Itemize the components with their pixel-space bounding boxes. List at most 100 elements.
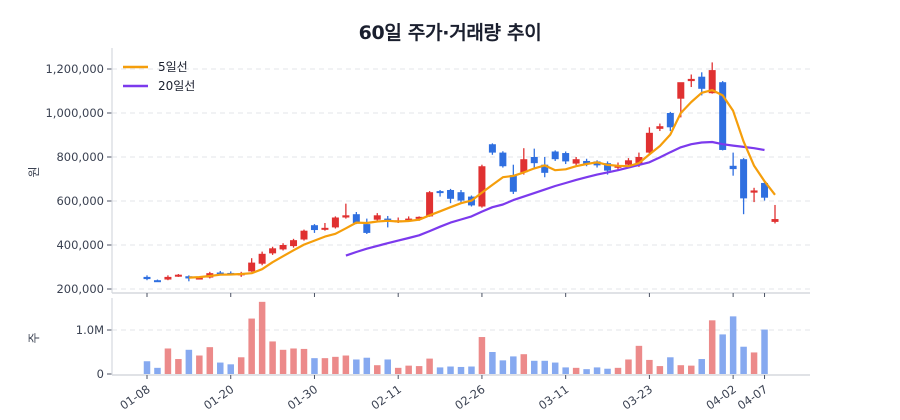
- volume-bar: [206, 347, 214, 374]
- candle-body: [384, 218, 392, 221]
- candle-body: [583, 160, 591, 165]
- price-ytick-label: 400,000: [56, 238, 104, 252]
- candle-body: [761, 182, 769, 198]
- volume-bar: [656, 366, 664, 374]
- candle-body: [666, 113, 674, 128]
- volume-bar: [405, 365, 412, 374]
- volume-bar: [719, 334, 726, 374]
- candle-body: [415, 216, 423, 219]
- volume-bar: [217, 362, 224, 374]
- volume-bar: [677, 365, 685, 374]
- candle-body: [269, 248, 277, 254]
- candle-body: [604, 163, 612, 171]
- volume-bar: [185, 349, 193, 374]
- volume-bar: [698, 359, 705, 374]
- candle-body: [771, 219, 779, 222]
- volume-bar: [290, 348, 297, 374]
- candle-body: [698, 76, 706, 89]
- x-tick-label: 02-11: [369, 382, 404, 413]
- candle-body: [457, 192, 465, 201]
- price-ytick-label: 1,000,000: [45, 106, 104, 120]
- volume-bar: [740, 346, 747, 374]
- volume-bar: [457, 366, 465, 374]
- volume-bar: [489, 352, 496, 374]
- volume-bar: [729, 316, 737, 374]
- volume-bar: [625, 359, 632, 374]
- x-tick-label: 04-02: [703, 382, 738, 413]
- candle-body: [363, 224, 371, 233]
- candle-body: [153, 280, 161, 283]
- volume-bar: [708, 320, 716, 374]
- x-tick-label: 01-08: [117, 382, 152, 413]
- candle-body: [195, 277, 203, 280]
- volume-ytick-label: 1.0M: [76, 323, 104, 337]
- volume-bar: [363, 357, 371, 374]
- volume-bar: [761, 329, 768, 374]
- volume-bar: [520, 354, 528, 374]
- volume-bar: [478, 337, 486, 374]
- candle-body: [687, 78, 695, 82]
- volume-ylabel: 주: [27, 332, 41, 343]
- candle-body: [635, 157, 643, 164]
- volume-bar: [541, 360, 548, 374]
- volume-bar: [510, 356, 517, 374]
- candle-body: [729, 165, 737, 170]
- candle-body: [677, 82, 685, 99]
- candle-body: [185, 276, 193, 279]
- volume-bar: [279, 349, 287, 374]
- volume-bar: [353, 359, 360, 374]
- candle-body: [352, 214, 360, 223]
- volume-bar: [374, 365, 381, 374]
- volume-bar: [311, 358, 318, 374]
- candle-body: [342, 215, 350, 218]
- ma20-line: [345, 140, 765, 257]
- volume-bar: [468, 366, 475, 374]
- candle-body: [248, 262, 256, 272]
- x-tick-label: 04-07: [735, 382, 770, 413]
- candle-body: [258, 253, 266, 264]
- volume-bar: [436, 367, 444, 374]
- price-ytick-label: 600,000: [56, 194, 104, 208]
- candle-body: [373, 215, 381, 220]
- candle-body: [740, 159, 748, 199]
- candle-body: [405, 218, 413, 221]
- candle-body: [499, 152, 507, 167]
- volume-bar: [300, 348, 308, 374]
- volume-bar: [227, 364, 234, 374]
- volume-bar: [237, 357, 245, 374]
- volume-bar: [551, 362, 559, 374]
- volume-bar: [646, 359, 653, 374]
- candle-body: [624, 160, 632, 165]
- volume-bar: [415, 366, 423, 374]
- chart-title: 60일 주가·거래량 추이: [358, 22, 542, 44]
- candle-body: [562, 153, 570, 162]
- volume-bar: [321, 358, 329, 374]
- candle-body: [530, 157, 538, 164]
- volume-bar: [426, 358, 433, 374]
- candle-body: [321, 227, 329, 230]
- candle-body: [300, 230, 308, 240]
- candle-body: [426, 192, 434, 217]
- volume-bar: [196, 355, 203, 374]
- x-tick-label: 02-26: [452, 382, 487, 413]
- volume-bar: [394, 367, 402, 374]
- candle-body: [310, 225, 318, 231]
- price-ytick-label: 200,000: [56, 282, 104, 296]
- volume-bar: [562, 367, 569, 374]
- candle-body: [488, 144, 496, 153]
- candle-body: [290, 240, 298, 247]
- volume-bar: [154, 367, 161, 374]
- volume-bar: [531, 360, 538, 374]
- x-tick-label: 01-20: [201, 382, 236, 413]
- candle-body: [708, 70, 716, 94]
- volume-bar: [269, 341, 276, 374]
- candle-body: [143, 276, 151, 280]
- volume-bar: [604, 368, 611, 374]
- volume-bar: [248, 318, 255, 374]
- candle-body: [750, 190, 758, 193]
- volume-bar: [583, 369, 590, 374]
- volume-bar: [164, 348, 172, 374]
- price-ytick-label: 800,000: [56, 150, 104, 164]
